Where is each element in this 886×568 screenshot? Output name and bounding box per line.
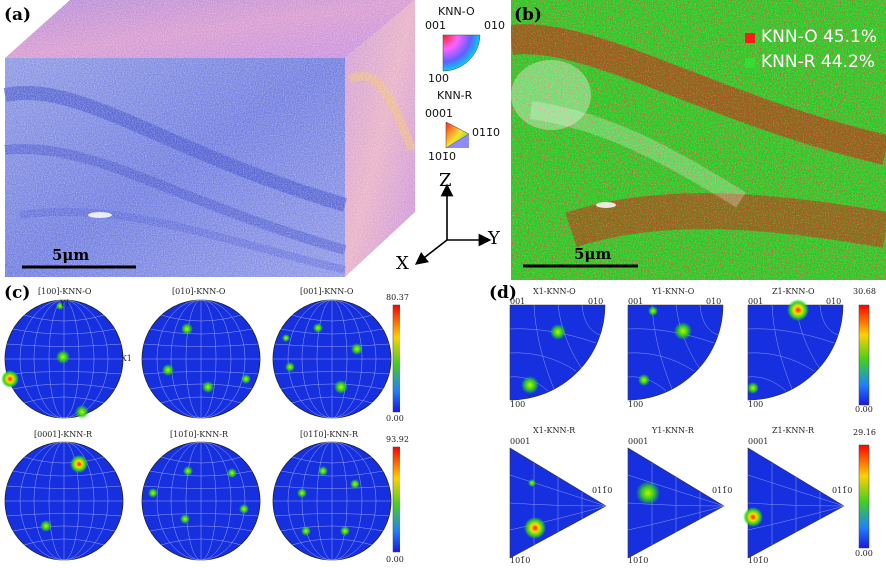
ipf-title-y1-r: Y1-KNN-R xyxy=(652,426,694,435)
phase-map xyxy=(511,0,886,280)
ipf-r-corner-0110-c: 011̄0 xyxy=(832,486,853,495)
ipf-title-x1-r: X1-KNN-R xyxy=(533,426,576,435)
axis-triad xyxy=(414,183,492,265)
ipf-r-corner-0001-b: 0001 xyxy=(628,437,649,446)
ipf-title-z1-r: Z1-KNN-R xyxy=(772,426,815,435)
cbar-d2-min: 0.00 xyxy=(855,549,873,558)
cbar-c1-min: 0.00 xyxy=(386,414,404,423)
cbar-d2-max: 29.16 xyxy=(853,428,876,437)
ebsd-cube-map xyxy=(3,0,415,282)
ipf-r-corner-0001-a: 0001 xyxy=(510,437,531,446)
ipf-r-corner-0110-b: 011̄0 xyxy=(712,486,733,495)
legend-knn-o-100: 100 xyxy=(428,72,449,85)
cbar-d1-max: 30.68 xyxy=(853,287,876,296)
ipf-r-corner-1010-a: 101̄0 xyxy=(510,556,531,565)
inverse-pole-figures-d xyxy=(509,299,870,559)
scale-bar-b: 5μm xyxy=(574,245,612,263)
legend-knn-r-0001: 0001 xyxy=(425,107,453,120)
ipf-o-corner-010-c: 010 xyxy=(826,297,842,306)
legend-knn-r-0110: 011̄0 xyxy=(472,126,500,139)
ipf-o-corner-100-c: 100 xyxy=(748,400,764,409)
legend-label-knn-r: KNN-R 44.2% xyxy=(761,52,875,72)
ipf-title-y1-o: Y1-KNN-O xyxy=(652,287,695,296)
legend-swatch-knn-r xyxy=(745,58,755,68)
ipf-legend-o-icon xyxy=(442,34,481,72)
legend-knn-r-title: KNN-R xyxy=(437,89,473,102)
ipf-o-corner-001-b: 001 xyxy=(628,297,644,306)
pf-title-0001-r: [0001]-KNN-R xyxy=(34,430,93,439)
axis-y-label: Y xyxy=(488,228,500,249)
legend-knn-o-title: KNN-O xyxy=(438,5,475,18)
ipf-r-corner-1010-c: 101̄0 xyxy=(748,556,769,565)
ipf-r-corner-0001-c: 0001 xyxy=(748,437,769,446)
axis-x-label: X xyxy=(396,253,409,274)
ipf-r-corner-1010-b: 101̄0 xyxy=(628,556,649,565)
legend-label-knn-o: KNN-O 45.1% xyxy=(761,27,877,47)
pf-title-0110-r: [011̄0]-KNN-R xyxy=(300,430,359,439)
pf-title-001-o: [001]-KNN-O xyxy=(300,287,354,296)
axis-z-label: Z xyxy=(439,170,452,191)
cbar-c2-min: 0.00 xyxy=(386,555,404,564)
cbar-c1-max: 80.37 xyxy=(386,293,409,302)
legend-knn-o-001: 001 xyxy=(425,19,446,32)
cbar-c2-max: 93.92 xyxy=(386,435,409,444)
ipf-o-corner-010-b: 010 xyxy=(706,297,722,306)
legend-swatch-knn-o xyxy=(745,33,755,43)
panel-label-b: (b) xyxy=(514,5,542,25)
ipf-o-corner-001-a: 001 xyxy=(510,297,526,306)
scale-bar-a: 5μm xyxy=(52,246,90,264)
cbar-d1-min: 0.00 xyxy=(855,405,873,414)
legend-knn-o-010: 010 xyxy=(484,19,505,32)
ipf-o-corner-100-b: 100 xyxy=(628,400,644,409)
pole-label-x1: X1 xyxy=(121,354,132,363)
pole-figures-c xyxy=(1,299,400,561)
pf-title-010-o: [010]-KNN-O xyxy=(172,287,226,296)
pole-label-y1: Y1 xyxy=(60,299,71,308)
panel-label-d: (d) xyxy=(489,283,517,303)
pf-title-1010-r: [101̄0]-KNN-R xyxy=(170,430,229,439)
ipf-o-corner-001-c: 001 xyxy=(748,297,764,306)
panel-label-a: (a) xyxy=(4,5,32,25)
ipf-o-corner-100-a: 100 xyxy=(510,400,526,409)
ipf-legend-r-icon xyxy=(445,121,470,149)
pf-title-100-o: [100]-KNN-O xyxy=(38,287,92,296)
ipf-r-corner-0110-a: 011̄0 xyxy=(592,486,613,495)
ipf-title-z1-o: Z1-KNN-O xyxy=(772,287,815,296)
panel-label-c: (c) xyxy=(4,283,31,303)
ipf-title-x1-o: X1-KNN-O xyxy=(533,287,576,296)
ipf-o-corner-010-a: 010 xyxy=(588,297,604,306)
legend-knn-r-1010: 101̄0 xyxy=(428,150,456,163)
